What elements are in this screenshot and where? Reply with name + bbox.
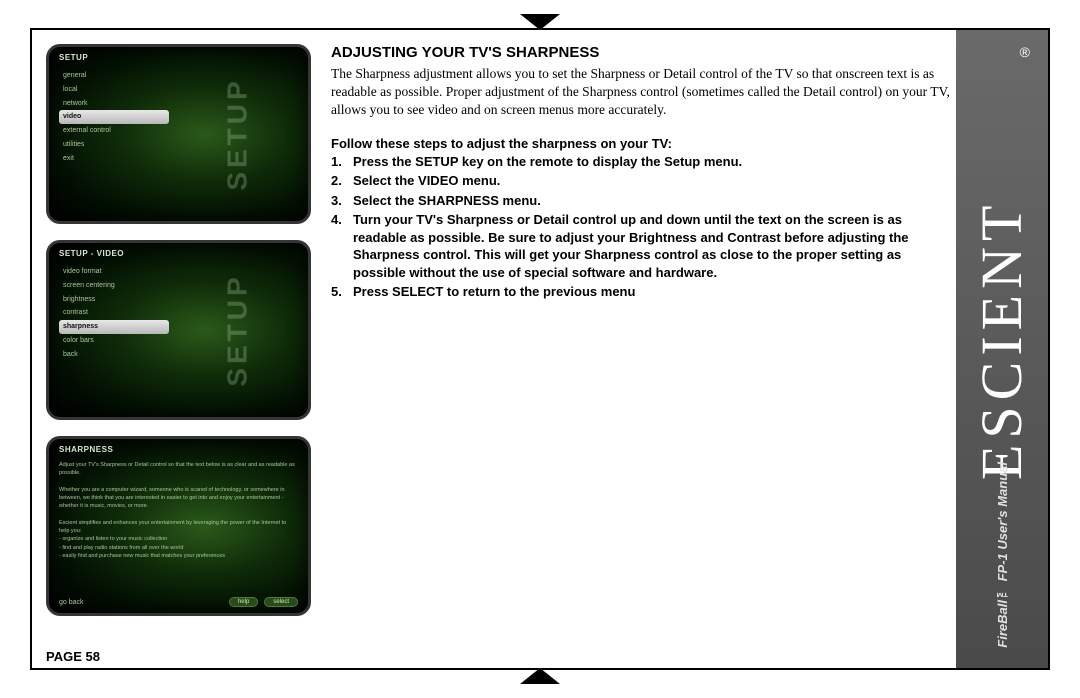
menu-item: video format bbox=[59, 265, 169, 279]
shot2-title: SETUP - VIDEO bbox=[59, 249, 124, 258]
shot3-line: Escient simplifies and enhances your ent… bbox=[59, 519, 298, 536]
section-heading: ADJUSTING YOUR TV'S SHARPNESS bbox=[331, 44, 950, 61]
step-item: Select the VIDEO menu. bbox=[331, 172, 950, 190]
menu-item: utilities bbox=[59, 138, 169, 152]
intro-paragraph: The Sharpness adjustment allows you to s… bbox=[331, 65, 950, 120]
brand-logo: ESCIENT bbox=[973, 50, 1031, 480]
menu-item: general bbox=[59, 69, 169, 83]
text-column: ADJUSTING YOUR TV'S SHARPNESS The Sharpn… bbox=[331, 44, 950, 640]
shot3-line: Whether you are a computer wizard, someo… bbox=[59, 486, 298, 511]
menu-item: brightness bbox=[59, 293, 169, 307]
steps-list: Press the SETUP key on the remote to dis… bbox=[331, 153, 950, 301]
shot3-help-button: help bbox=[229, 597, 258, 607]
frame-notch-bottom bbox=[522, 668, 558, 682]
shot3-line bbox=[59, 478, 298, 486]
shot1-menu: generallocalnetworkvideoexternal control… bbox=[59, 69, 169, 166]
shot3-title: SHARPNESS bbox=[59, 445, 113, 454]
brand-subtitle: FireBall™ FP-1 User's Manual bbox=[995, 462, 1010, 648]
shot3-line: - organize and listen to your music coll… bbox=[59, 535, 298, 543]
shot3-select-button: select bbox=[264, 597, 298, 607]
menu-item: video bbox=[59, 110, 169, 124]
brand-doc-label: User's Manual bbox=[995, 462, 1010, 550]
steps-intro: Follow these steps to adjust the sharpne… bbox=[331, 136, 950, 151]
menu-item: sharpness bbox=[59, 320, 169, 334]
shot2-watermark: SETUP bbox=[221, 273, 253, 386]
content-area: SETUP generallocalnetworkvideoexternal c… bbox=[46, 44, 950, 640]
menu-item: screen centering bbox=[59, 279, 169, 293]
step-item: Press SELECT to return to the previous m… bbox=[331, 283, 950, 301]
screenshots-column: SETUP generallocalnetworkvideoexternal c… bbox=[46, 44, 311, 640]
menu-item: local bbox=[59, 83, 169, 97]
menu-item: color bars bbox=[59, 334, 169, 348]
shot1-watermark: SETUP bbox=[221, 77, 253, 190]
step-item: Turn your TV's Sharpness or Detail contr… bbox=[331, 211, 950, 281]
shot3-line: - easily find and purchase new music tha… bbox=[59, 552, 298, 560]
page-number: PAGE 58 bbox=[46, 649, 100, 664]
screenshot-sharpness: SHARPNESS Adjust your TV's Sharpness or … bbox=[46, 436, 311, 616]
step-item: Press the SETUP key on the remote to dis… bbox=[331, 153, 950, 171]
shot3-footer: go back help select bbox=[59, 597, 298, 607]
shot3-line: Adjust your TV's Sharpness or Detail con… bbox=[59, 461, 298, 478]
frame-notch-top bbox=[522, 16, 558, 30]
shot2-menu: video formatscreen centeringbrightnessco… bbox=[59, 265, 169, 362]
screenshot-setup: SETUP generallocalnetworkvideoexternal c… bbox=[46, 44, 311, 224]
shot3-line: - find and play radio stations from all … bbox=[59, 544, 298, 552]
screenshot-setup-video: SETUP - VIDEO video formatscreen centeri… bbox=[46, 240, 311, 420]
shot3-line bbox=[59, 511, 298, 519]
menu-item: network bbox=[59, 97, 169, 111]
menu-item: external control bbox=[59, 124, 169, 138]
shot1-title: SETUP bbox=[59, 53, 88, 62]
menu-item: contrast bbox=[59, 306, 169, 320]
brand-sidebar: ® ESCIENT FireBall™ FP-1 User's Manual bbox=[956, 30, 1048, 668]
shot3-goback: go back bbox=[59, 599, 84, 606]
shot3-body: Adjust your TV's Sharpness or Detail con… bbox=[59, 461, 298, 560]
menu-item: back bbox=[59, 348, 169, 362]
step-item: Select the SHARPNESS menu. bbox=[331, 192, 950, 210]
menu-item: exit bbox=[59, 152, 169, 166]
brand-product: FireBall™ FP-1 bbox=[995, 554, 1010, 648]
